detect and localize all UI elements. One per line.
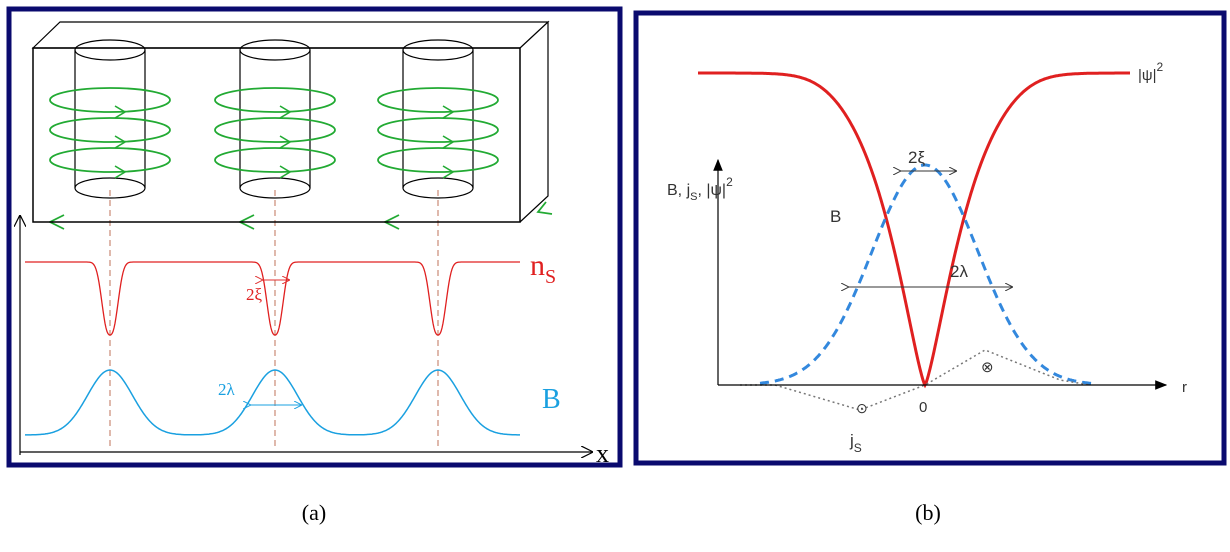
y-axis-label: B, jS, |ψ|2 bbox=[667, 175, 733, 203]
psi-label: |ψ|2 bbox=[1138, 60, 1164, 84]
coherence-label: 2ξ bbox=[908, 148, 925, 167]
field-label: B bbox=[542, 384, 561, 415]
in-symbol: ⊗ bbox=[981, 359, 994, 376]
current-loop bbox=[215, 88, 335, 112]
coherence-label: 2ξ bbox=[246, 285, 263, 304]
y-label-part2: , |ψ| bbox=[697, 182, 726, 199]
current-loop bbox=[50, 88, 170, 112]
caption-b: (b) bbox=[915, 500, 941, 525]
figure: x nS 2ξ B 2λ r 0 B, jS, |ψ|2 |ψ|2 2ξ B 2… bbox=[0, 0, 1230, 552]
current-loop bbox=[50, 118, 170, 142]
current-loop bbox=[50, 148, 170, 172]
page: x nS 2ξ B 2λ r 0 B, jS, |ψ|2 |ψ|2 2ξ B 2… bbox=[0, 0, 1230, 552]
field-curve bbox=[760, 165, 1095, 384]
y-label-sub: S bbox=[690, 191, 697, 203]
current-loop bbox=[215, 118, 335, 142]
penetration-label: 2λ bbox=[950, 262, 968, 281]
field-curve bbox=[25, 370, 520, 435]
panel-b: r 0 B, jS, |ψ|2 |ψ|2 2ξ B 2λ jS ⊙ ⊗ bbox=[667, 60, 1187, 455]
cylinder-top bbox=[403, 40, 473, 60]
density-label: nS bbox=[530, 249, 556, 288]
y-label-part1: B, j bbox=[667, 182, 690, 199]
psi-base: |ψ| bbox=[1138, 67, 1157, 84]
origin-label: 0 bbox=[919, 399, 927, 416]
current-curve bbox=[740, 350, 1090, 410]
current-loop bbox=[378, 148, 498, 172]
panel-b-frame bbox=[636, 13, 1224, 463]
cylinder-top bbox=[240, 40, 310, 60]
panel-a-frame bbox=[9, 9, 620, 465]
cylinder-top bbox=[75, 40, 145, 60]
field-label: B bbox=[830, 207, 841, 226]
density-base: n bbox=[530, 249, 545, 282]
out-symbol: ⊙ bbox=[856, 400, 868, 416]
y-label-sup: 2 bbox=[726, 175, 733, 189]
current-loop bbox=[378, 118, 498, 142]
caption-a: (a) bbox=[302, 500, 326, 525]
r-axis-label: r bbox=[1182, 379, 1187, 396]
box-front bbox=[33, 48, 520, 222]
density-sub: S bbox=[545, 266, 556, 288]
density-curve bbox=[25, 262, 520, 335]
current-loop bbox=[215, 148, 335, 172]
penetration-label: 2λ bbox=[218, 380, 236, 399]
current-sub: S bbox=[854, 441, 862, 455]
current-loop bbox=[378, 88, 498, 112]
x-axis-label: x bbox=[596, 439, 609, 468]
psi-sup: 2 bbox=[1157, 60, 1164, 74]
panel-a: x nS 2ξ B 2λ bbox=[20, 22, 609, 468]
current-label: jS bbox=[849, 431, 862, 455]
psi-curve bbox=[698, 73, 1130, 385]
